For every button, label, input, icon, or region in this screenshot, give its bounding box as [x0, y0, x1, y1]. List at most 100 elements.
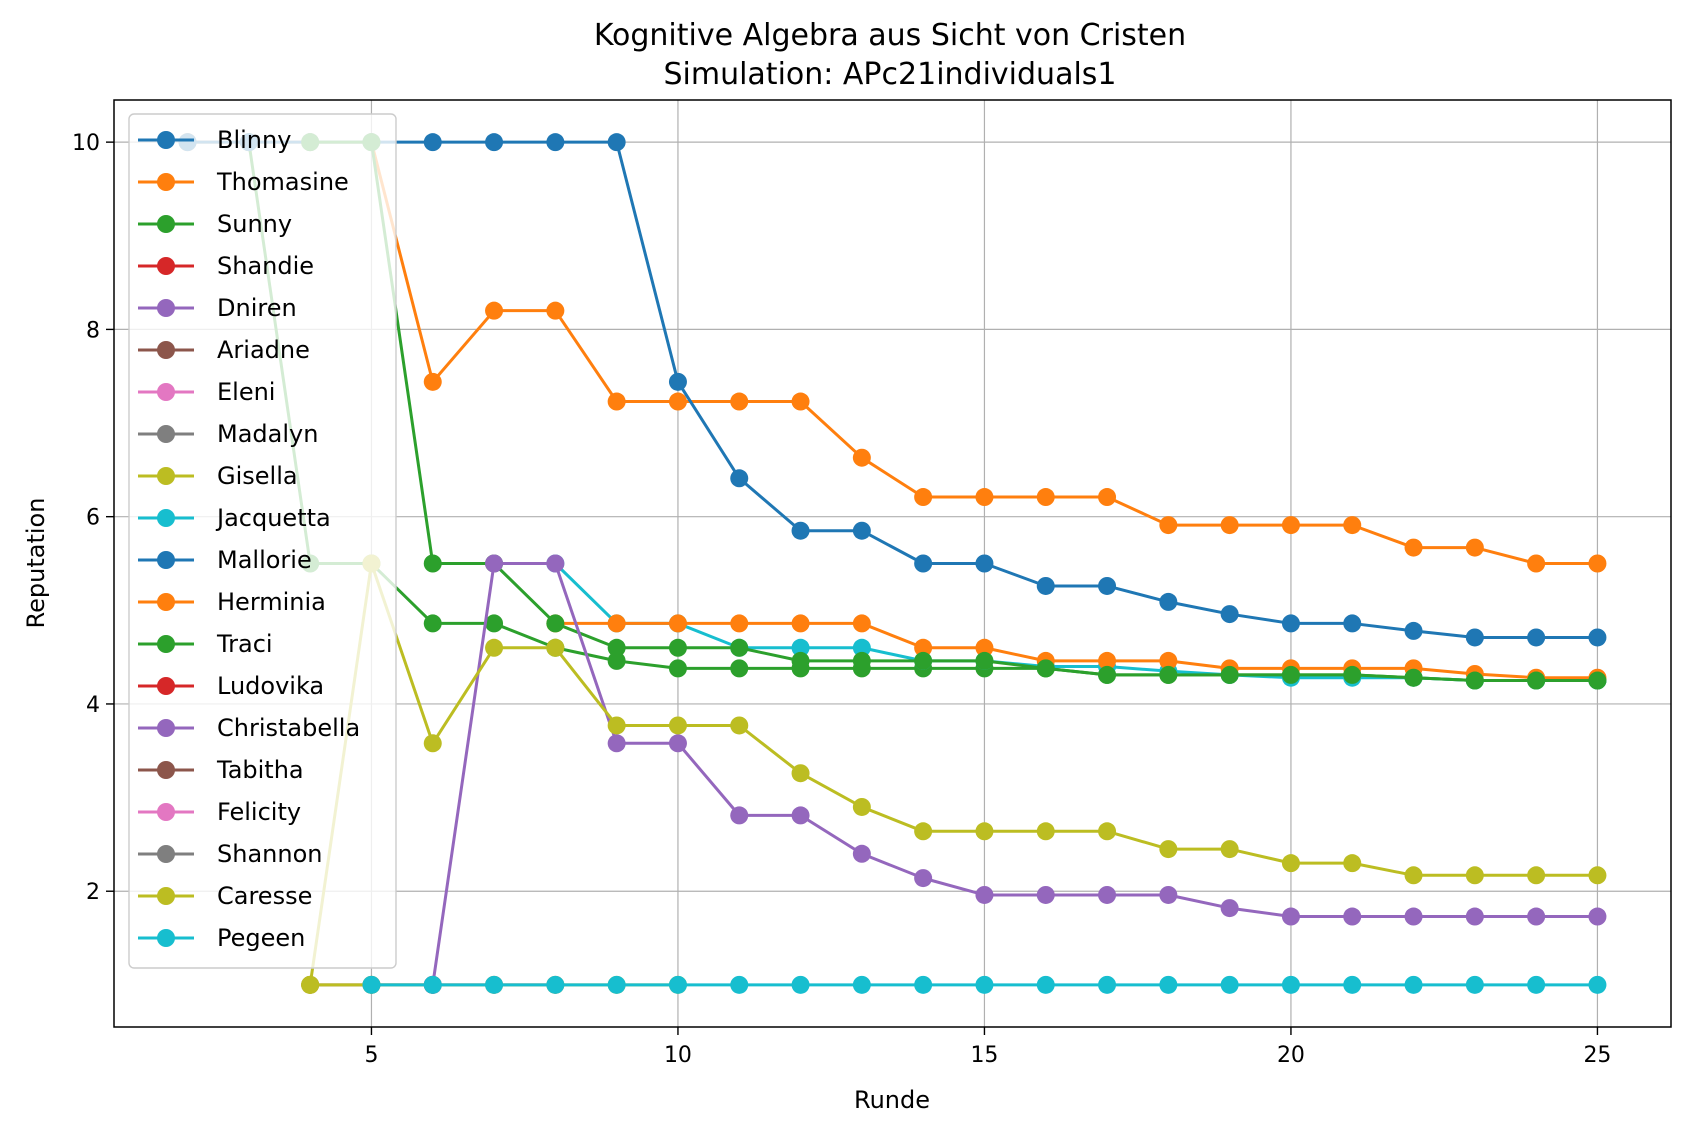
data-point: [668, 372, 687, 391]
legend-item: Thomasine: [138, 168, 349, 196]
data-point: [730, 638, 749, 657]
data-point: [1159, 651, 1178, 670]
legend-marker: [157, 803, 175, 821]
legend-label: Madalyn: [217, 420, 318, 448]
data-point: [546, 301, 565, 320]
legend-item: Madalyn: [138, 420, 318, 448]
data-point: [1588, 907, 1607, 926]
legend-marker: [157, 257, 175, 275]
data-point: [1404, 975, 1423, 994]
data-point: [1343, 907, 1362, 926]
data-point: [914, 638, 933, 657]
data-point: [668, 659, 687, 678]
data-point: [1588, 866, 1607, 885]
chart-subtitle: Simulation: APc21individuals1: [663, 57, 1116, 92]
data-point: [1159, 975, 1178, 994]
legend-marker: [157, 677, 175, 695]
data-point: [852, 844, 871, 863]
data-point: [668, 392, 687, 411]
data-point: [914, 651, 933, 670]
legend-item: Pegeen: [138, 924, 305, 952]
legend-marker: [157, 215, 175, 233]
legend-marker: [157, 551, 175, 569]
legend-item: Caresse: [138, 882, 312, 910]
data-point: [975, 975, 994, 994]
data-point: [485, 975, 504, 994]
series-line: [187, 140, 1598, 565]
x-tick-label: 10: [664, 1043, 692, 1068]
data-point: [1527, 975, 1546, 994]
axis-ticks: 5 10 15 20 25 2 4 6 8 10: [72, 131, 1611, 1068]
data-point: [1220, 840, 1239, 859]
legend-item: Sunny: [138, 210, 292, 238]
data-point: [1465, 975, 1484, 994]
legend-label: Jacquetta: [215, 504, 331, 532]
y-tick-label: 10: [72, 131, 100, 156]
data-point: [1404, 668, 1423, 687]
data-point: [791, 806, 810, 825]
data-point: [1465, 671, 1484, 690]
data-point: [668, 638, 687, 657]
x-tick-label: 5: [364, 1043, 378, 1068]
data-point: [1159, 592, 1178, 611]
legend-marker: [157, 131, 175, 149]
legend-label: Mallorie: [217, 546, 312, 574]
data-point: [914, 975, 933, 994]
data-point: [1404, 907, 1423, 926]
legend-label: Shannon: [217, 840, 322, 868]
legend-item: Mallorie: [138, 546, 312, 574]
data-point: [1159, 840, 1178, 859]
legend-marker: [157, 845, 175, 863]
legend-marker: [157, 173, 175, 191]
series-traci: [301, 133, 1607, 690]
data-point: [607, 716, 626, 735]
legend-item: Blinny: [138, 126, 291, 154]
legend-marker: [157, 425, 175, 443]
data-point: [1588, 554, 1607, 573]
legend-box: [128, 113, 397, 969]
series-line: [310, 140, 1598, 683]
data-point: [1465, 907, 1484, 926]
legend-item: Ludovika: [138, 672, 324, 700]
data-point: [852, 448, 871, 467]
data-point: [1098, 885, 1117, 904]
legend-label: Caresse: [217, 882, 312, 910]
legend-item: Herminia: [138, 588, 326, 616]
legend-marker: [157, 719, 175, 737]
legend-item: Shandie: [138, 252, 314, 280]
data-point: [852, 975, 871, 994]
data-point: [1281, 907, 1300, 926]
data-point: [607, 734, 626, 753]
data-point: [914, 869, 933, 888]
data-point: [791, 638, 810, 657]
legend-marker: [157, 299, 175, 317]
data-point: [730, 659, 749, 678]
data-point: [1404, 866, 1423, 885]
data-point: [423, 554, 442, 573]
legend-marker: [157, 383, 175, 401]
data-point: [1588, 628, 1607, 647]
data-point: [914, 554, 933, 573]
data-point: [546, 638, 565, 657]
data-point: [1465, 628, 1484, 647]
data-point: [852, 651, 871, 670]
data-point: [1281, 516, 1300, 535]
data-point: [975, 651, 994, 670]
data-point: [1098, 651, 1117, 670]
series-mallorie: [178, 133, 1607, 647]
chart-title: Kognitive Algebra aus Sicht von Cristen: [594, 18, 1186, 53]
data-point: [485, 301, 504, 320]
legend-label: Ariadne: [217, 336, 310, 364]
data-point: [1465, 538, 1484, 557]
series-line: [187, 140, 1598, 639]
data-point: [1098, 576, 1117, 595]
data-point: [1527, 628, 1546, 647]
data-point: [546, 133, 565, 152]
data-point: [1281, 854, 1300, 873]
legend-marker: [157, 635, 175, 653]
legend-item: Tabitha: [138, 756, 304, 784]
data-point: [1281, 975, 1300, 994]
data-point: [791, 521, 810, 540]
data-point: [791, 651, 810, 670]
data-point: [1159, 516, 1178, 535]
